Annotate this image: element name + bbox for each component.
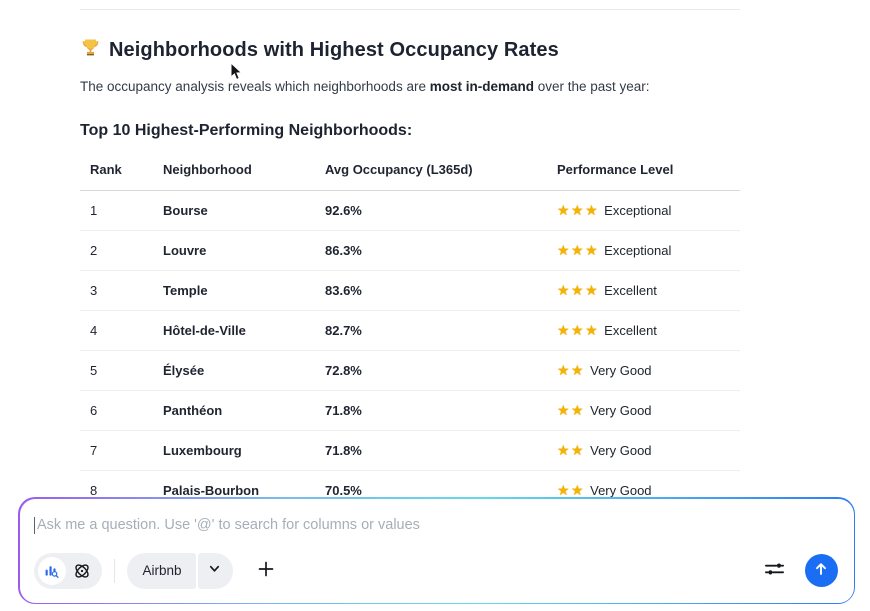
cell-rank: 1: [80, 190, 153, 231]
cell-rank: 6: [80, 390, 153, 431]
cell-rank: 3: [80, 270, 153, 311]
table-row: 4 Hôtel-de-Ville 82.7% ★★★ Excellent: [80, 310, 740, 351]
star-rating-icon: ★★: [557, 361, 586, 378]
dataset-name: Airbnb: [142, 563, 182, 578]
star-rating-icon: ★★★: [557, 201, 600, 218]
performance-label: Very Good: [590, 482, 652, 498]
star-rating-icon: ★★: [557, 441, 586, 458]
analysis-message: Neighborhoods with Highest Occupancy Rat…: [80, 0, 740, 511]
table-row: 5 Élysée 72.8% ★★ Very Good: [80, 350, 740, 391]
cell-rank: 5: [80, 350, 153, 391]
cell-rank: 4: [80, 310, 153, 351]
composer-toolbar: Airbnb: [33, 552, 838, 589]
question-input[interactable]: Ask me a question. Use '@' to search for…: [33, 516, 838, 534]
cell-neighborhood: Bourse: [153, 190, 315, 231]
text-caret: [33, 516, 35, 534]
cell-occupancy: 71.8%: [315, 390, 547, 431]
cell-occupancy: 83.6%: [315, 270, 547, 311]
star-rating-icon: ★★: [557, 481, 586, 498]
message-divider: [80, 9, 740, 10]
cell-neighborhood: Louvre: [153, 230, 315, 271]
send-button[interactable]: [804, 554, 838, 587]
intro-suffix: over the past year:: [533, 79, 650, 94]
star-rating-icon: ★★★: [557, 241, 600, 258]
cell-neighborhood: Hôtel-de-Ville: [153, 310, 315, 351]
page-title-text: Neighborhoods with Highest Occupancy Rat…: [109, 38, 559, 61]
cell-neighborhood: Panthéon: [153, 390, 315, 431]
tools-pill: [33, 552, 102, 589]
arrow-up-icon: [813, 561, 829, 580]
cell-performance-level: ★★★ Exceptional: [547, 230, 740, 271]
performance-label: Excellent: [604, 282, 657, 298]
input-placeholder: Ask me a question. Use '@' to search for…: [37, 517, 420, 533]
dataset-selector: Airbnb: [126, 552, 233, 589]
cell-performance-level: ★★ Very Good: [547, 350, 740, 391]
chat-composer: Ask me a question. Use '@' to search for…: [18, 497, 855, 604]
column-header-performance: Performance Level: [547, 145, 740, 191]
neighborhoods-table: Rank Neighborhood Avg Occupancy (L365d) …: [80, 145, 740, 511]
page-title: Neighborhoods with Highest Occupancy Rat…: [80, 37, 740, 63]
cell-occupancy: 71.8%: [315, 430, 547, 471]
table-body: 1 Bourse 92.6% ★★★ Exceptional 2 Louvre 86.3% ★★…: [80, 190, 740, 511]
table-row: 6 Panthéon 71.8% ★★ Very Good: [80, 390, 740, 431]
performance-label: Excellent: [604, 322, 657, 338]
cell-performance-level: ★★★ Excellent: [547, 270, 740, 311]
performance-label: Very Good: [590, 442, 652, 458]
dataset-dropdown-toggle[interactable]: [197, 552, 233, 589]
table-row: 2 Louvre 86.3% ★★★ Exceptional: [80, 230, 740, 271]
cell-neighborhood: Luxembourg: [153, 430, 315, 471]
sliders-icon: [764, 560, 785, 581]
cell-performance-level: ★★★ Exceptional: [547, 190, 740, 231]
column-header-rank: Rank: [80, 145, 153, 191]
cell-occupancy: 86.3%: [315, 230, 547, 271]
cell-rank: 2: [80, 230, 153, 271]
cell-performance-level: ★★★ Excellent: [547, 310, 740, 351]
table-row: 7 Luxembourg 71.8% ★★ Very Good: [80, 430, 740, 471]
column-header-occupancy: Avg Occupancy (L365d): [315, 145, 547, 191]
performance-label: Exceptional: [604, 242, 672, 258]
intro-prefix: The occupancy analysis reveals which nei…: [80, 79, 430, 94]
cell-neighborhood: Élysée: [153, 350, 315, 391]
trophy-icon: [80, 37, 101, 63]
cell-neighborhood: Temple: [153, 270, 315, 311]
star-rating-icon: ★★★: [557, 321, 600, 338]
performance-label: Exceptional: [604, 202, 672, 218]
chevron-down-icon: [208, 562, 221, 580]
cell-rank: 7: [80, 430, 153, 471]
column-header-neighborhood: Neighborhood: [153, 145, 315, 191]
cell-occupancy: 82.7%: [315, 310, 547, 351]
star-rating-icon: ★★: [557, 401, 586, 418]
add-button[interactable]: [257, 560, 275, 581]
section-heading: Top 10 Highest-Performing Neighborhoods:: [80, 121, 413, 139]
table-header: Rank Neighborhood Avg Occupancy (L365d) …: [80, 145, 740, 191]
performance-label: Very Good: [590, 362, 652, 378]
cell-performance-level: ★★ Very Good: [547, 430, 740, 471]
star-rating-icon: ★★★: [557, 281, 600, 298]
cell-occupancy: 72.8%: [315, 350, 547, 391]
atom-icon[interactable]: [72, 561, 92, 581]
plus-icon: [257, 560, 275, 581]
toolbar-divider: [113, 558, 115, 583]
intro-text: The occupancy analysis reveals which nei…: [80, 78, 740, 97]
performance-label: Very Good: [590, 402, 652, 418]
chart-search-icon[interactable]: [37, 556, 66, 585]
table-row: 3 Temple 83.6% ★★★ Excellent: [80, 270, 740, 311]
table-row: 1 Bourse 92.6% ★★★ Exceptional: [80, 190, 740, 231]
cell-performance-level: ★★ Very Good: [547, 390, 740, 431]
dataset-label[interactable]: Airbnb: [126, 552, 196, 589]
intro-bold: most in-demand: [429, 79, 534, 94]
settings-button[interactable]: [764, 560, 785, 581]
cell-occupancy: 92.6%: [315, 190, 547, 231]
